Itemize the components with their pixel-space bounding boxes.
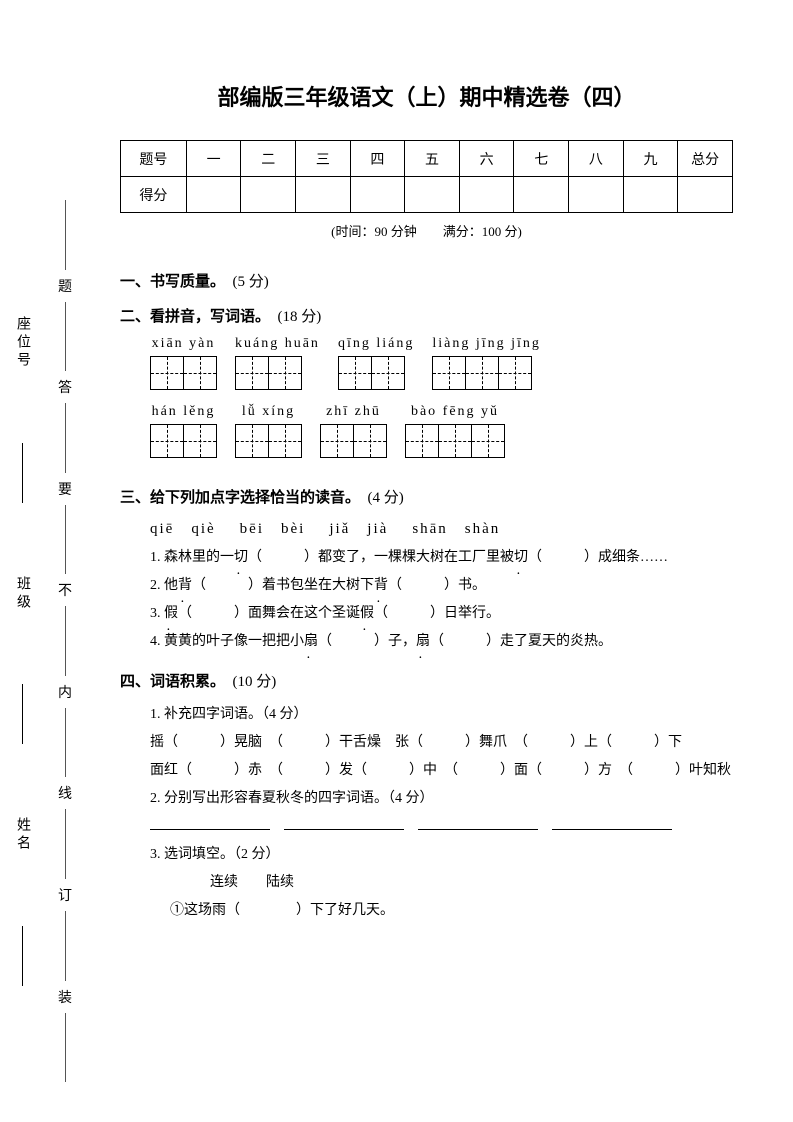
s4-3: 3. 选词填空。（2 分） [150,841,733,869]
s3-options: qiē qièbēi bèijiǎ jiàshān shàn [150,517,733,538]
pinyin-row-1: xiān yàn kuáng huān qīng liáng liàng jīng j… [150,336,733,404]
class-line [22,684,23,744]
s4-1-line2: 面红（ ）赤 （ ）发（ ）中 （ ）面（ ）方 （ ）叶知秋 [150,757,733,785]
char-box [371,356,405,390]
s3-line: 1. 森林里的一切（ ）都变了，一棵棵大树在工厂里被切（ ）成细条…… [150,544,733,572]
char-box [465,356,499,390]
char-box [268,424,302,458]
class-label: 班级 [12,576,32,612]
pinyin-group: kuáng huān [235,336,320,390]
char-box [432,356,466,390]
section-1: 一、书写质量。 (5 分) [120,270,733,291]
pinyin-group: lǚ xíng [235,404,302,458]
s4-2: 2. 分别写出形容春夏秋冬的四字词语。（4 分） [150,785,733,813]
char-box [183,356,217,390]
seat-line [22,443,23,503]
char-box [268,356,302,390]
char-box [150,356,184,390]
char-box [320,424,354,458]
section-2: 二、看拼音，写词语。 (18 分) [120,305,733,326]
char-box [353,424,387,458]
seat-label: 座位号 [12,316,32,370]
binding-strip: 题 答 要 不 内 线 订 装 [40,200,90,1082]
s4-2-blanks [150,813,733,841]
page-title: 部编版三年级语文（上）期中精选卷（四） [120,80,733,112]
s3-line: 3. 假（ ）面舞会在这个圣诞假（ ）日举行。 [150,600,733,628]
section-4: 四、词语积累。 (10 分) [120,670,733,691]
char-box [438,424,472,458]
name-label: 姓名 [12,817,32,853]
pinyin-group: hán lěng [150,404,217,458]
exam-meta: (时间：90 分钟 满分：100 分) [120,221,733,240]
pinyin-group: liàng jīng jīng [432,336,541,390]
char-box [235,356,269,390]
s4-1-line1: 摇（ ）晃脑 （ ）干舌燥 张（ ）舞爪 （ ）上（ ）下 [150,729,733,757]
char-box [471,424,505,458]
char-box [498,356,532,390]
pinyin-group: zhī zhū [320,404,387,458]
pinyin-group: xiān yàn [150,336,217,390]
char-box [150,424,184,458]
s4-3-words: 连续 陆续 [210,869,733,897]
section-3: 三、给下列加点字选择恰当的读音。 (4 分) [120,486,733,507]
s4-3-q: ①这场雨（ ）下了好几天。 [170,897,733,925]
name-line [22,926,23,986]
pinyin-row-2: hán lěng lǚ xíng zhī zhū bào fēng yǔ [150,404,733,472]
char-box [183,424,217,458]
s3-line: 4. 黄黄的叶子像一把把小扇（ ）子，扇（ ）走了夏天的炎热。 [150,628,733,656]
s4-1: 1. 补充四字词语。（4 分） [150,701,733,729]
pinyin-group: qīng liáng [338,336,414,390]
char-box [235,424,269,458]
pinyin-group: bào fēng yǔ [405,404,505,458]
score-table: 题号一二三四五六七八九总分 得分 [120,140,733,213]
char-box [338,356,372,390]
char-box [405,424,439,458]
